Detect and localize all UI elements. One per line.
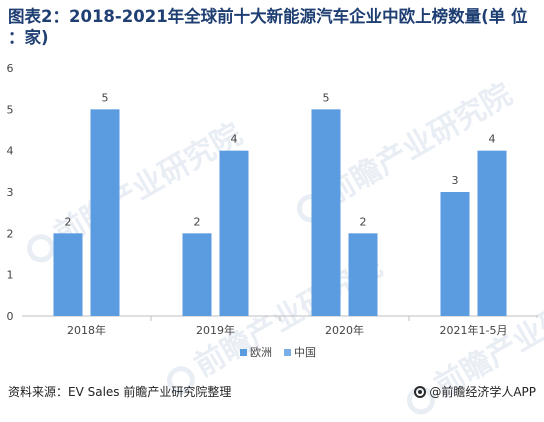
y-tick-label: 3: [7, 186, 14, 199]
credit-logo-icon: [414, 386, 427, 398]
data-label: 5: [102, 91, 109, 104]
y-tick-label: 5: [7, 103, 14, 116]
bar-europe: [311, 109, 341, 316]
x-tick-label: 2019年: [196, 323, 235, 337]
y-tick-label: 2: [7, 227, 14, 240]
x-tick-label: 2020年: [325, 323, 364, 337]
data-label: 3: [452, 174, 459, 187]
data-label: 2: [194, 215, 201, 228]
x-tick-label: 2021年1-5月: [440, 323, 508, 337]
source-note: 资料来源：EV Sales 前瞻产业研究院整理: [8, 385, 232, 399]
y-tick-label: 1: [7, 269, 14, 282]
x-tick-label: 2018年: [67, 323, 106, 337]
legend-swatch: [284, 349, 291, 356]
data-label: 4: [231, 133, 238, 146]
bar-china: [348, 233, 378, 316]
credit-text: @前瞻经济学人APP: [429, 385, 536, 399]
bar-europe: [440, 192, 470, 316]
bar-china: [477, 150, 507, 316]
bar-chart: 0 1 2 3 4 5 6 2018年 2 5 2019年 2 4 2020年 5 2 2021年1-5月 3 4 欧…: [7, 62, 538, 359]
data-label: 2: [65, 215, 72, 228]
bar-europe: [182, 233, 212, 316]
chart-title: 图表2：2018-2021年全球前十大新能源汽车企业中欧上榜数量(单 位 ：家): [8, 7, 528, 47]
y-tick-label: 0: [7, 310, 14, 323]
data-label: 4: [489, 133, 496, 146]
legend-label: 中国: [294, 346, 316, 359]
legend-swatch: [240, 349, 247, 356]
legend-label: 欧洲: [250, 346, 272, 359]
y-tick-label: 4: [7, 145, 14, 158]
data-label: 2: [360, 215, 367, 228]
bar-china: [90, 109, 120, 316]
bar-europe: [53, 233, 83, 316]
data-label: 5: [323, 91, 330, 104]
y-tick-label: 6: [7, 62, 14, 75]
credit: @前瞻经济学人APP: [414, 384, 536, 400]
bar-china: [219, 150, 249, 316]
